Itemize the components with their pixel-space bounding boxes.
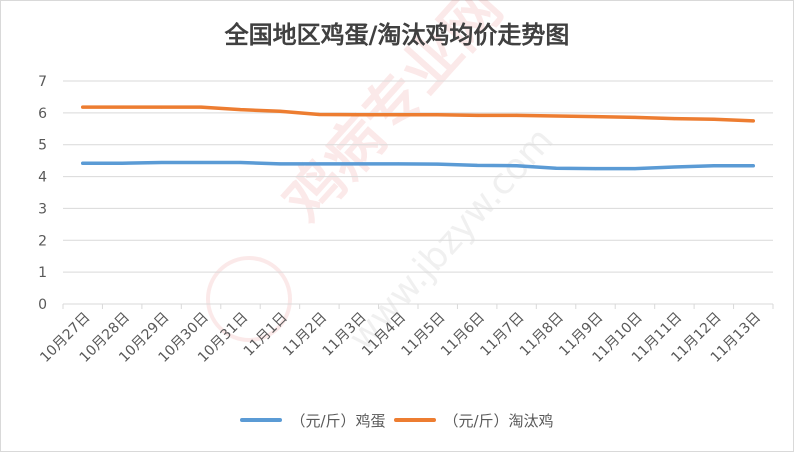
series-1-point (239, 108, 242, 112)
series-1-point (199, 105, 203, 109)
legend-swatch (240, 418, 283, 422)
series-0-point (160, 161, 164, 165)
series-1-point (712, 117, 716, 121)
series-1-point (515, 113, 519, 117)
y-tick-label: 2 (38, 233, 47, 249)
series-0-point (436, 162, 440, 166)
series-1-point (751, 119, 755, 123)
series-line-0 (80, 160, 756, 171)
legend: （元/斤）鸡蛋 （元/斤）淘汰鸡 (1, 409, 793, 431)
series-0-point (199, 161, 203, 165)
legend-label: （元/斤）鸡蛋 (290, 411, 386, 430)
series-line-1 (80, 105, 756, 123)
series-1-point (160, 105, 164, 109)
series-0-point (554, 166, 558, 170)
series-0-point (594, 167, 597, 171)
y-tick-label: 0 (38, 297, 47, 313)
series-0-point (712, 164, 716, 168)
series-0-point (475, 163, 479, 167)
series-1-point (81, 105, 85, 109)
y-tick-label: 3 (38, 201, 47, 217)
series-0-point (633, 167, 637, 171)
series-1-point (594, 115, 597, 119)
legend-label: （元/斤）淘汰鸡 (443, 411, 554, 430)
y-tick-label: 4 (38, 170, 47, 186)
legend-swatch (393, 418, 436, 422)
series-0-point (751, 164, 755, 168)
series-0-point (672, 165, 676, 169)
series-1-point (396, 113, 400, 117)
series-0-point (120, 161, 124, 165)
legend-item-0: （元/斤）鸡蛋 (240, 410, 386, 431)
series-0-point (278, 162, 282, 166)
chart-title: 全国地区鸡蛋/淘汰鸡均价走势图 (224, 21, 570, 49)
series-layer (80, 105, 756, 171)
series-1-point (475, 113, 479, 117)
series-1-point (120, 105, 124, 109)
series-0-point (81, 161, 85, 165)
series-0-point (515, 164, 519, 168)
y-tick-label: 6 (38, 106, 47, 122)
series-1-point (436, 113, 440, 117)
series-0-point (317, 162, 321, 166)
series-1-point (357, 113, 361, 117)
legend-item-1: （元/斤）淘汰鸡 (393, 410, 554, 431)
series-0-point (239, 161, 242, 165)
series-1-point (278, 109, 282, 113)
y-tick-label: 1 (38, 265, 47, 281)
series-1-point (633, 115, 637, 119)
series-1-point (317, 112, 321, 116)
y-tick-label: 7 (38, 74, 47, 90)
series-1-point (672, 117, 676, 121)
series-0-point (357, 162, 361, 166)
y-tick-label: 5 (38, 138, 47, 154)
series-0-point (396, 162, 400, 166)
series-1-point (554, 114, 558, 118)
